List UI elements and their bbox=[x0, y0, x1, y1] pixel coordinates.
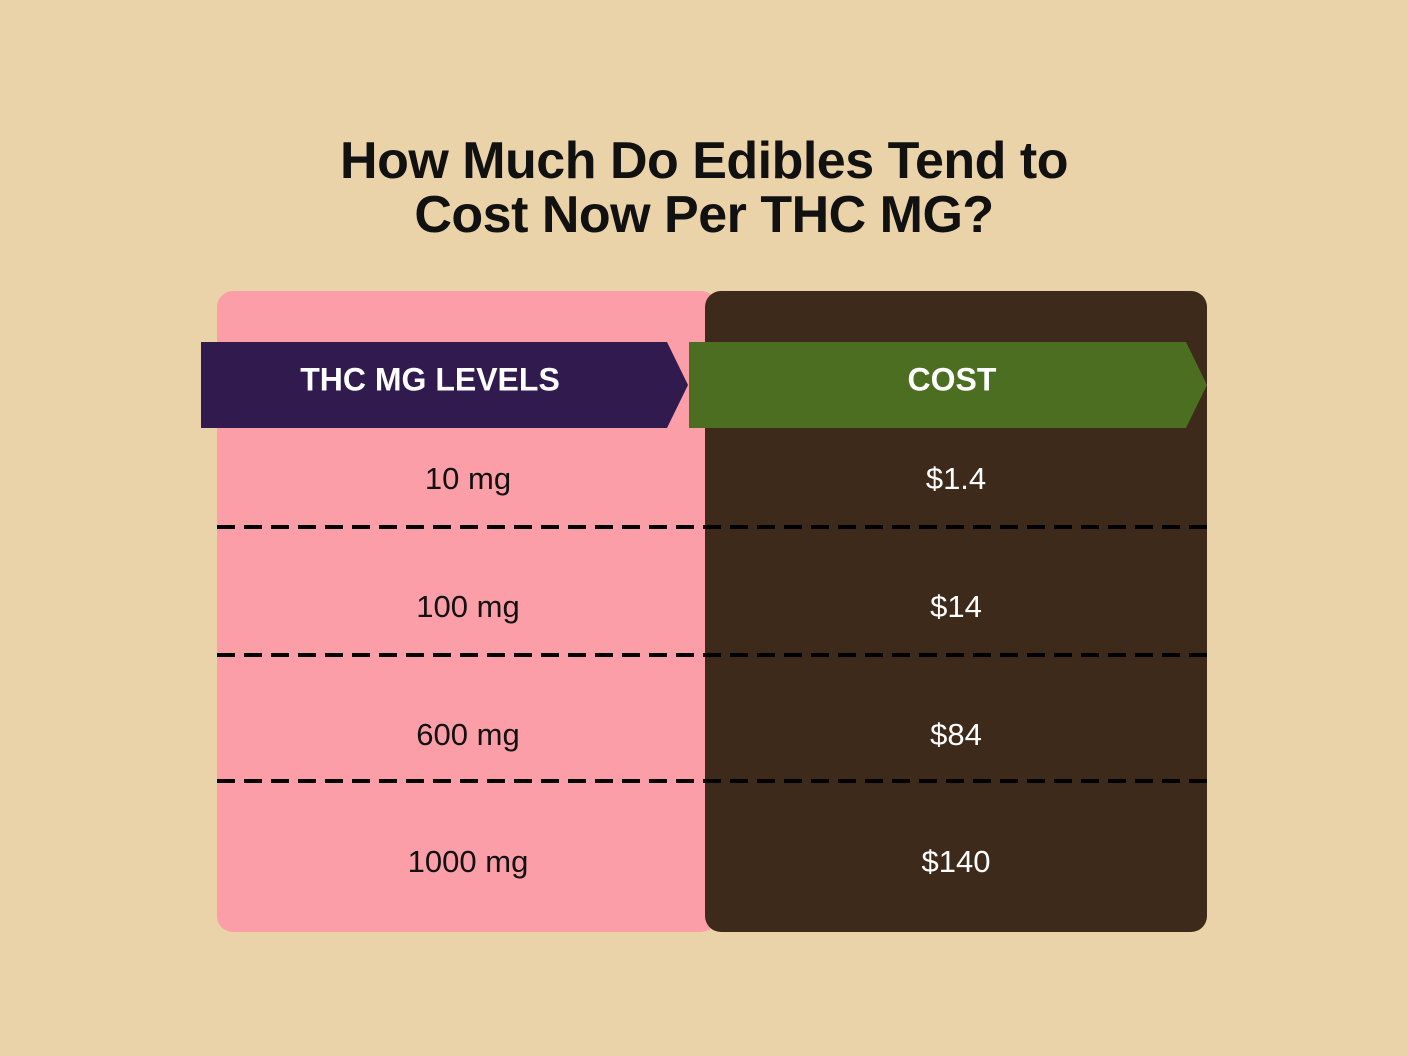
cell: 600 mg bbox=[416, 717, 519, 752]
right-panel bbox=[705, 291, 1207, 932]
cell: $1.4 bbox=[926, 461, 986, 496]
cell: 10 mg bbox=[425, 461, 511, 496]
header-banner-right bbox=[689, 342, 1207, 428]
cell: 1000 mg bbox=[408, 844, 529, 879]
header-cell: COST bbox=[908, 361, 997, 397]
header-cell: THC MG LEVELS bbox=[300, 361, 560, 397]
title: How Much Do Edibles Tend to Cost Now Per… bbox=[340, 132, 1068, 244]
cell: $84 bbox=[930, 717, 982, 752]
left-panel bbox=[217, 291, 717, 932]
cell: $140 bbox=[922, 844, 991, 879]
cell: $14 bbox=[930, 589, 982, 624]
cell: 100 mg bbox=[416, 589, 519, 624]
header-banner-left bbox=[201, 342, 688, 428]
